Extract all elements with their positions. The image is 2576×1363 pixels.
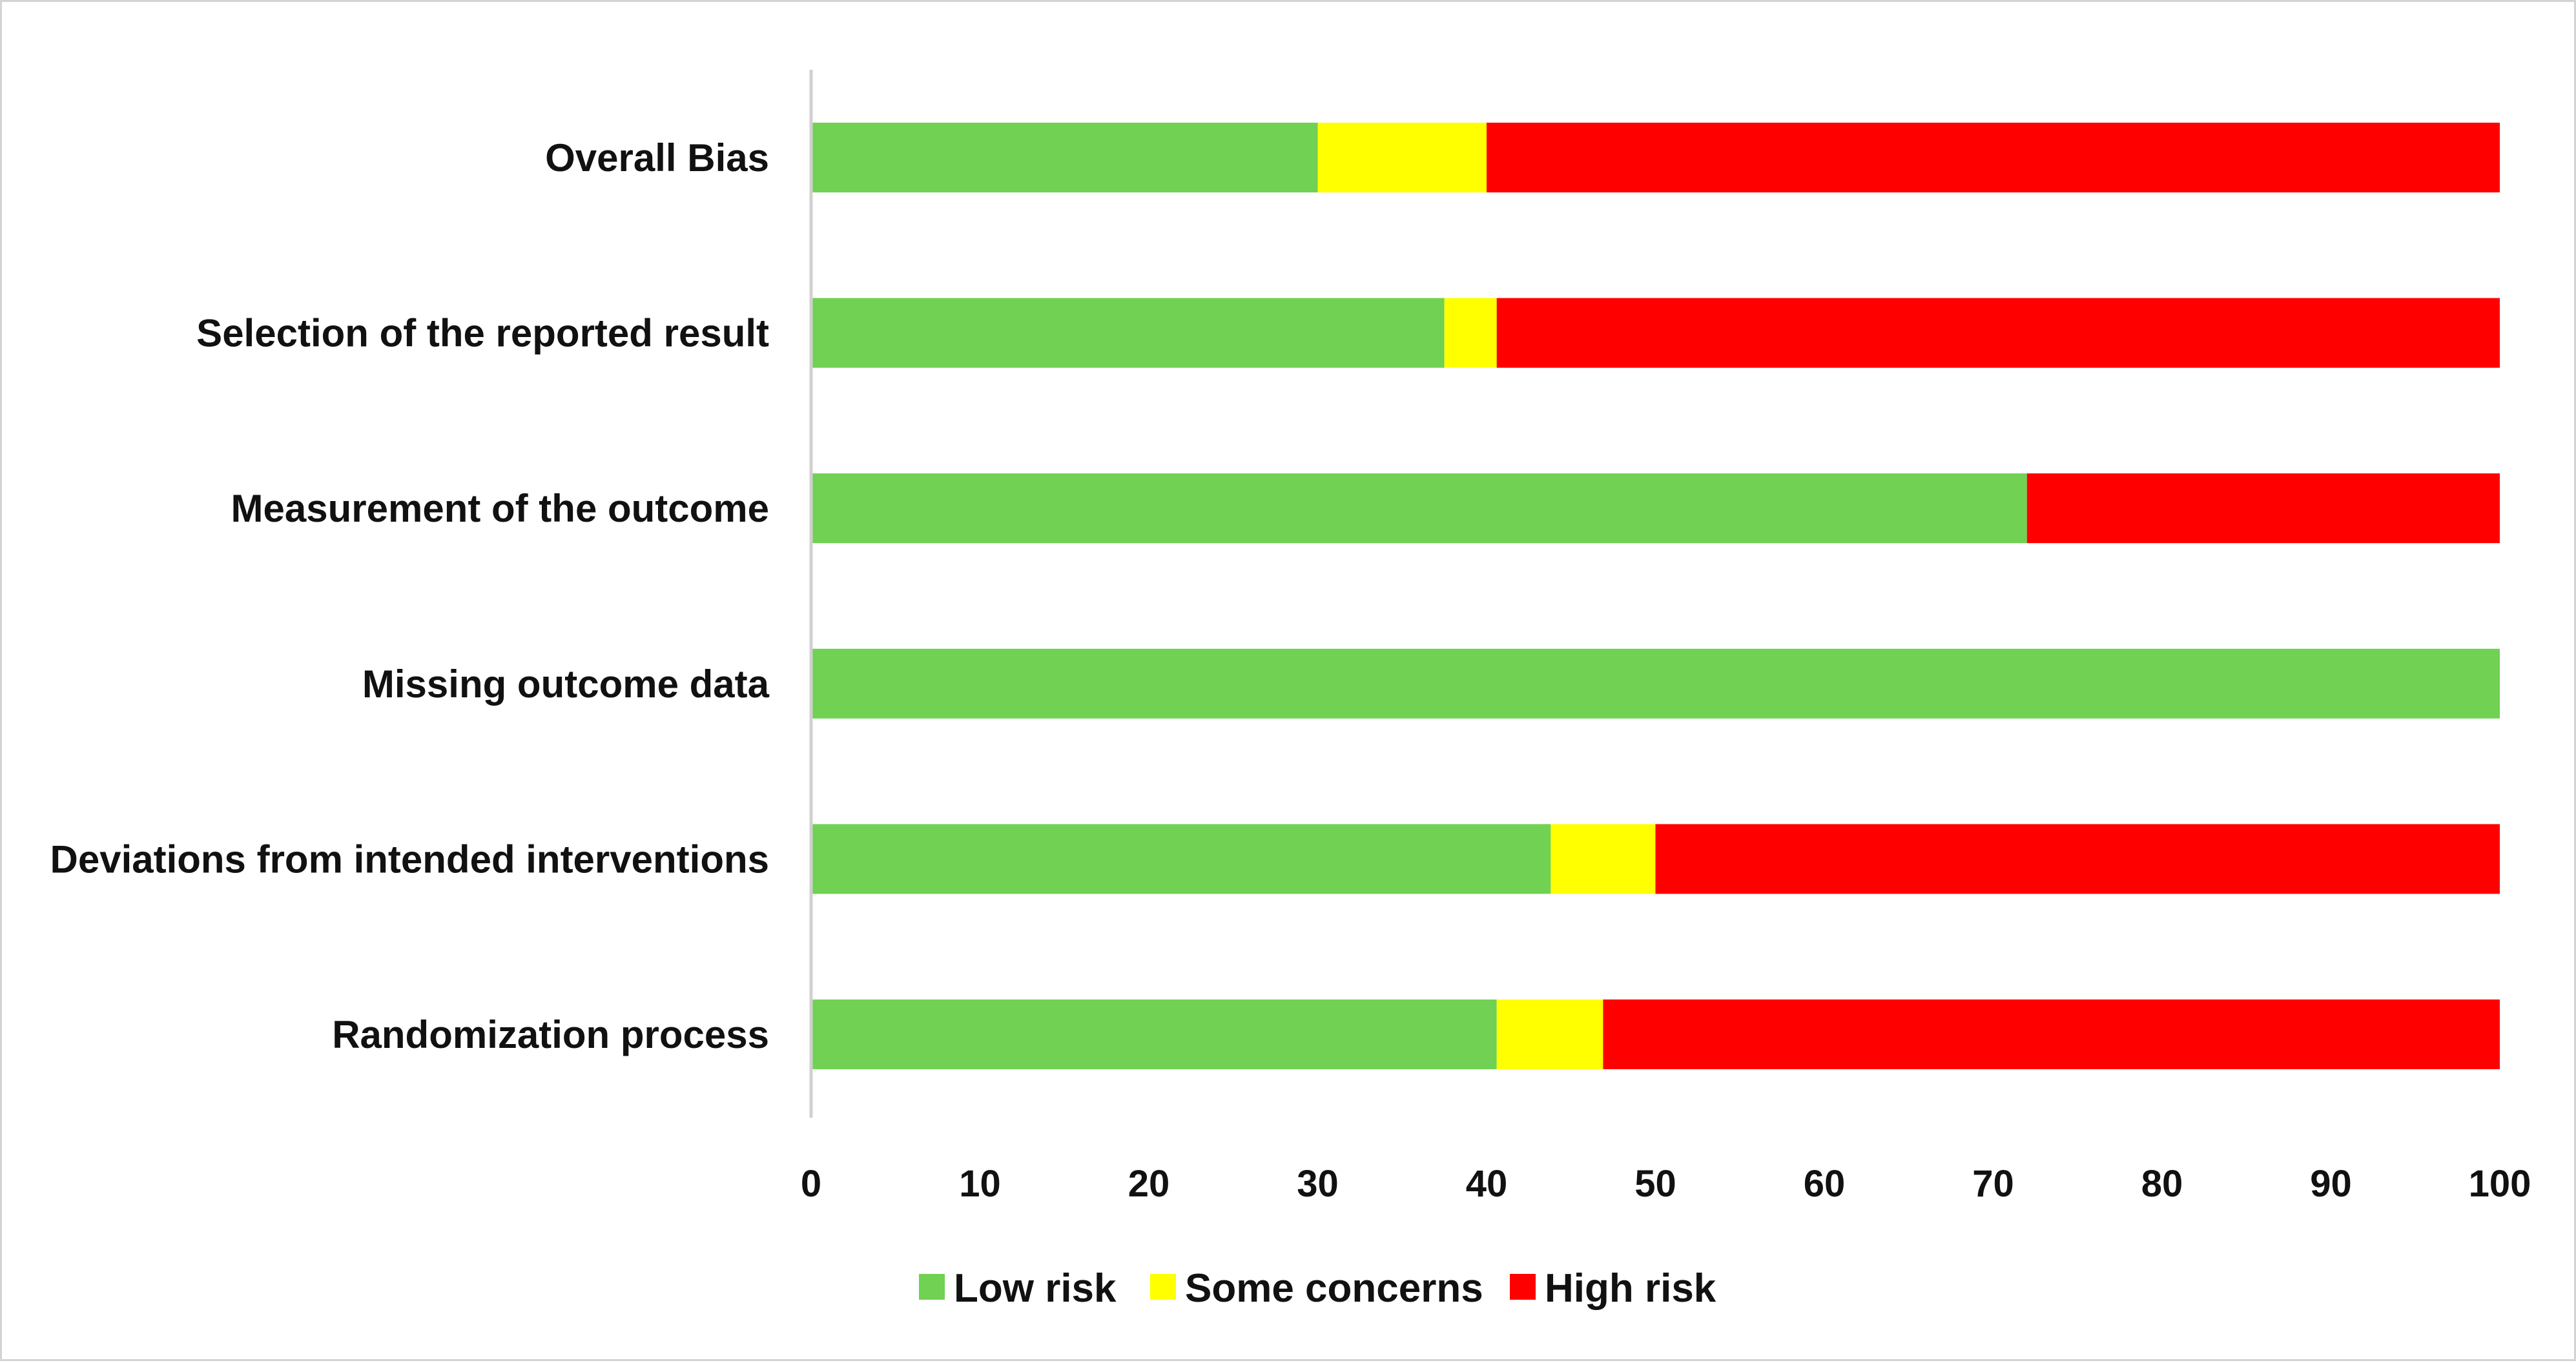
category-label: Measurement of the outcome [231,487,769,530]
x-tick-label: 0 [801,1163,821,1205]
bar-measurement-of-the-outcome-high-risk [2026,473,2500,544]
bar-randomization-process-some-concerns [1496,999,1603,1069]
x-tick-label: 20 [1128,1163,1170,1205]
category-label: Randomization process [332,1013,769,1056]
category-label: Overall Bias [545,136,769,179]
bar-deviations-from-intended-interventions-low-risk [811,824,1551,894]
bar-deviations-from-intended-interventions-high-risk [1655,824,2500,894]
bar-measurement-of-the-outcome-low-risk [811,473,2027,544]
bar-overall-bias-some-concerns [1317,123,1487,192]
bar-selection-of-the-reported-result-high-risk [1496,298,2500,368]
category-label: Deviations from intended interventions [50,837,770,881]
bar-randomization-process-high-risk [1603,999,2500,1069]
x-tick-label: 50 [1634,1163,1676,1205]
category-label: Selection of the reported result [196,312,769,355]
x-tick-label: 80 [2141,1163,2183,1205]
x-tick-label: 70 [1972,1163,2014,1205]
bar-overall-bias-high-risk [1487,123,2500,192]
legend-label-low-risk: Low risk [954,1266,1117,1311]
x-tick-label: 40 [1466,1163,1508,1205]
bar-randomization-process-low-risk [811,999,1497,1069]
x-tick-label: 60 [1804,1163,1846,1205]
legend-swatch-some-concerns [1150,1274,1176,1300]
bar-deviations-from-intended-interventions-some-concerns [1551,824,1656,894]
category-label: Missing outcome data [362,662,770,706]
x-tick-label: 10 [959,1163,1001,1205]
x-tick-label: 100 [2469,1163,2531,1205]
legend-swatch-high-risk [1510,1274,1536,1300]
x-tick-label: 90 [2310,1163,2352,1205]
x-tick-label: 30 [1297,1163,1339,1205]
category-labels: Overall Bias Selection of the reported re… [50,136,770,1056]
bars-layer [811,123,2500,1069]
bar-selection-of-the-reported-result-some-concerns [1444,298,1497,368]
bar-missing-outcome-data-low-risk [811,648,2500,719]
legend-label-high-risk: High risk [1545,1266,1716,1311]
bar-overall-bias-low-risk [811,123,1318,192]
legend-label-some-concerns: Some concerns [1185,1266,1483,1311]
legend: Low risk Some concerns High risk [919,1266,1716,1311]
bar-selection-of-the-reported-result-low-risk [811,298,1445,368]
x-axis-tick-labels: 0 10 20 30 40 50 60 70 80 90 100 [801,1163,2531,1205]
legend-swatch-low-risk [919,1274,945,1300]
